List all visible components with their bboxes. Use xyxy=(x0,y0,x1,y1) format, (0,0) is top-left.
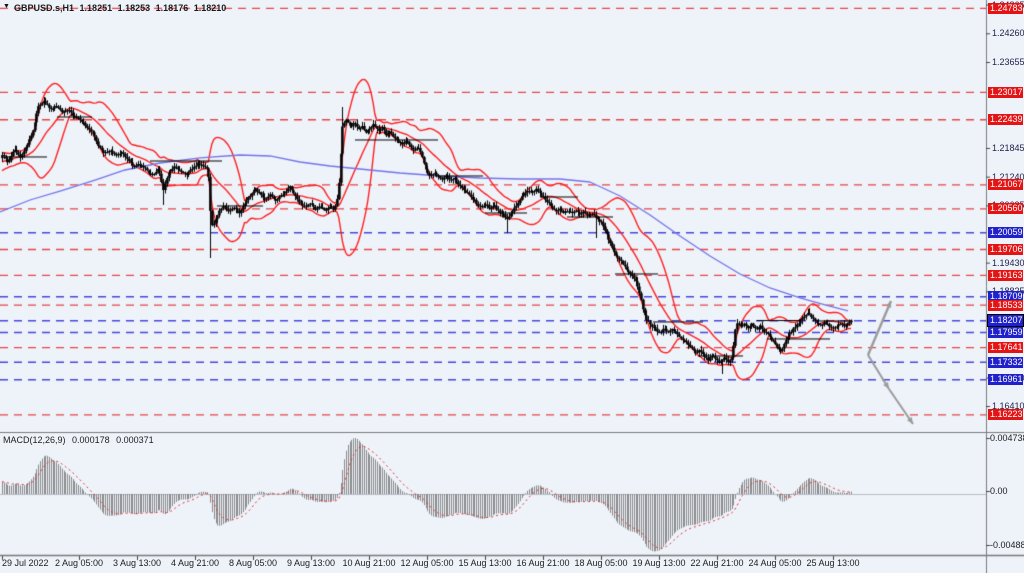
chart-low-value: 1.18176 xyxy=(155,3,189,13)
level-price-label: 1.23017 xyxy=(988,86,1023,98)
current-price-label: 1.18207 xyxy=(987,314,1024,328)
price-tick-label: 1.19430 xyxy=(992,257,1024,268)
chart-shift-marker-icon: ▼ xyxy=(3,3,10,10)
chart-open-value: 1.18251 xyxy=(79,3,113,13)
time-tick-label: 8 Aug 05:00 xyxy=(228,558,278,568)
price-tick-label: 1.24260 xyxy=(992,28,1024,39)
level-price-label: 1.17332 xyxy=(988,356,1023,368)
price-tick-label: 1.18825 xyxy=(992,286,1024,296)
macd-signal-value: 0.000371 xyxy=(116,435,154,445)
chart-symbol-period: GBPUSD.s,H1 xyxy=(14,3,75,13)
macd-indicator-label: MACD(12,26,9) 0.000178 0.000371 xyxy=(3,435,158,445)
price-tick-label: 1.21845 xyxy=(992,142,1024,153)
time-tick-label: 18 Aug 05:00 xyxy=(574,558,628,568)
level-price-label: 1.17959 xyxy=(988,326,1023,338)
level-price-label: 1.18709 xyxy=(988,291,1023,303)
level-price-label: 1.19706 xyxy=(988,244,1023,256)
level-price-label: 1.17641 xyxy=(988,342,1023,354)
level-price-label: 1.20560 xyxy=(988,203,1023,215)
time-tick-label: 3 Aug 13:00 xyxy=(112,558,162,568)
price-tick-label: 1.23655 xyxy=(992,57,1024,67)
time-tick-label: 2 Aug 05:00 xyxy=(54,558,104,568)
level-price-label: 1.24783 xyxy=(988,2,1023,14)
time-tick-label: 15 Aug 13:00 xyxy=(458,558,512,568)
time-tick-label: 9 Aug 13:00 xyxy=(286,558,336,568)
level-price-label: 1.22439 xyxy=(988,114,1023,126)
time-tick-label: 10 Aug 21:00 xyxy=(342,558,396,568)
macd-main-value: 0.000178 xyxy=(72,435,110,445)
level-price-label: 1.21067 xyxy=(988,179,1023,191)
level-price-label: 1.16961 xyxy=(988,374,1023,386)
macd-axis-label: -0.004889 xyxy=(990,540,1024,550)
time-tick-label: 19 Aug 13:00 xyxy=(632,558,686,568)
time-tick-label: 25 Aug 13:00 xyxy=(806,558,860,568)
time-tick-label: 16 Aug 21:00 xyxy=(516,558,570,568)
macd-axis-label: 0.004738 xyxy=(990,433,1024,443)
time-tick-label: 22 Aug 21:00 xyxy=(690,558,744,568)
price-tick-label: 1.16410 xyxy=(992,401,1024,412)
price-tick-label: 1.21240 xyxy=(992,171,1024,182)
time-tick-label: 12 Aug 05:00 xyxy=(400,558,454,568)
chart-high-value: 1.18253 xyxy=(117,3,151,13)
chart-close-value: 1.18210 xyxy=(193,3,227,13)
level-price-label: 1.18533 xyxy=(988,299,1023,311)
level-price-label: 1.19163 xyxy=(988,269,1023,281)
chart-title: GBPUSD.s,H1 1.18251 1.18253 1.18176 1.18… xyxy=(14,3,229,13)
macd-name: MACD(12,26,9) xyxy=(3,435,66,445)
level-price-label: 1.16223 xyxy=(988,409,1023,421)
time-tick-label: 4 Aug 21:00 xyxy=(170,558,220,568)
level-price-label: 1.20059 xyxy=(988,227,1023,239)
time-tick-label: 24 Aug 05:00 xyxy=(748,558,802,568)
macd-axis-label: 0.00 xyxy=(990,486,1008,496)
time-tick-label: 29 Jul 2022 xyxy=(2,558,49,568)
